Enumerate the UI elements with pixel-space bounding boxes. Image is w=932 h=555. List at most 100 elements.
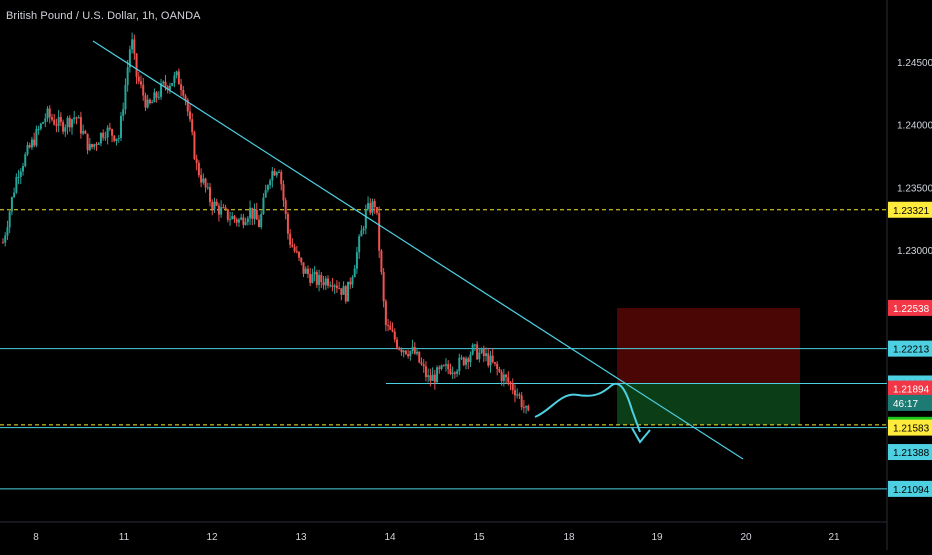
y-tick-label: 1.23000 bbox=[897, 246, 932, 257]
projection-path bbox=[534, 382, 641, 433]
candle-body bbox=[91, 144, 94, 148]
candle-body bbox=[509, 382, 512, 384]
candle-body bbox=[195, 159, 198, 163]
candle-body bbox=[500, 371, 503, 381]
candle-body bbox=[382, 272, 385, 302]
candle-body bbox=[398, 347, 401, 350]
candle-body bbox=[447, 364, 450, 370]
candle-body bbox=[364, 208, 367, 229]
candle-body bbox=[456, 371, 459, 374]
candle-body bbox=[320, 274, 323, 282]
candle-body bbox=[55, 124, 58, 126]
candle-body bbox=[2, 242, 4, 244]
candle-body bbox=[73, 117, 76, 120]
chart-title: British Pound / U.S. Dollar, 1h, OANDA bbox=[6, 10, 201, 22]
candle-body bbox=[389, 325, 392, 330]
candle-body bbox=[42, 122, 45, 124]
candle-body bbox=[293, 246, 296, 252]
candle-body bbox=[380, 250, 383, 273]
candle-body bbox=[322, 281, 325, 286]
candle-body bbox=[153, 92, 156, 103]
candle-body bbox=[119, 115, 122, 138]
candle-body bbox=[240, 217, 243, 220]
candle-body bbox=[24, 154, 27, 167]
candle-body bbox=[371, 201, 374, 213]
candle-body bbox=[88, 144, 91, 151]
candle-body bbox=[375, 207, 378, 213]
candle-body bbox=[275, 172, 278, 176]
candle-body bbox=[391, 329, 394, 332]
candle-body bbox=[182, 89, 185, 96]
candle-body bbox=[453, 372, 456, 374]
candle-body bbox=[462, 357, 465, 365]
candle-body bbox=[164, 81, 167, 87]
candle-body bbox=[525, 405, 528, 408]
candle-body bbox=[15, 176, 18, 193]
price-label: 1.23321 bbox=[893, 206, 930, 217]
price-label-bg bbox=[888, 394, 932, 411]
x-tick-label: 12 bbox=[206, 532, 218, 543]
candle-body bbox=[188, 111, 191, 120]
candle-body bbox=[482, 348, 485, 357]
candle-body bbox=[148, 99, 151, 104]
price-label: 1.21388 bbox=[893, 448, 930, 459]
candle-body bbox=[99, 132, 102, 144]
candle-body bbox=[184, 95, 187, 100]
candle-body bbox=[57, 116, 60, 126]
candle-body bbox=[269, 180, 272, 186]
candle-body bbox=[311, 274, 314, 283]
candle-body bbox=[246, 218, 249, 223]
candle-body bbox=[402, 350, 405, 353]
candle-body bbox=[244, 222, 247, 225]
candle-body bbox=[280, 172, 283, 185]
candle-body bbox=[387, 325, 390, 327]
candle-body bbox=[353, 268, 356, 278]
candle-body bbox=[349, 281, 352, 285]
candle-body bbox=[266, 185, 269, 191]
candle-body bbox=[206, 187, 209, 189]
x-tick-label: 15 bbox=[473, 532, 485, 543]
candle-body bbox=[257, 219, 260, 228]
candle-body bbox=[84, 131, 87, 134]
candle-body bbox=[498, 368, 501, 372]
candle-body bbox=[97, 143, 100, 145]
candle-body bbox=[162, 81, 165, 84]
candle-body bbox=[460, 357, 463, 359]
candle-body bbox=[429, 375, 432, 381]
candle-body bbox=[220, 207, 223, 215]
candle-body bbox=[289, 233, 292, 245]
candle-body bbox=[157, 96, 160, 98]
candle-body bbox=[44, 118, 47, 123]
candle-body bbox=[140, 81, 143, 85]
candle-body bbox=[464, 358, 467, 365]
candle-body bbox=[496, 363, 499, 369]
candle-body bbox=[231, 216, 234, 220]
candle-body bbox=[166, 86, 169, 90]
candle-body bbox=[518, 394, 521, 396]
candle-body bbox=[358, 236, 361, 253]
candle-body bbox=[8, 211, 11, 228]
candle-body bbox=[271, 171, 274, 181]
candle-body bbox=[255, 209, 258, 220]
candle-body bbox=[491, 355, 494, 363]
price-label: 1.21094 bbox=[893, 485, 930, 496]
candle-body bbox=[444, 364, 447, 366]
candle-body bbox=[35, 129, 38, 146]
x-tick-label: 13 bbox=[295, 532, 307, 543]
candle-body bbox=[511, 383, 514, 391]
candle-body bbox=[53, 119, 56, 125]
candle-body bbox=[424, 366, 427, 378]
candle-body bbox=[431, 374, 434, 381]
candle-body bbox=[19, 171, 22, 177]
candle-body bbox=[407, 353, 410, 357]
candle-body bbox=[522, 407, 525, 409]
candle-body bbox=[427, 375, 430, 378]
candle-body bbox=[242, 217, 245, 225]
candle-body bbox=[39, 123, 42, 129]
candle-body bbox=[108, 127, 111, 130]
candle-body bbox=[438, 367, 441, 369]
candle-body bbox=[135, 53, 138, 77]
candle-body bbox=[469, 354, 472, 363]
